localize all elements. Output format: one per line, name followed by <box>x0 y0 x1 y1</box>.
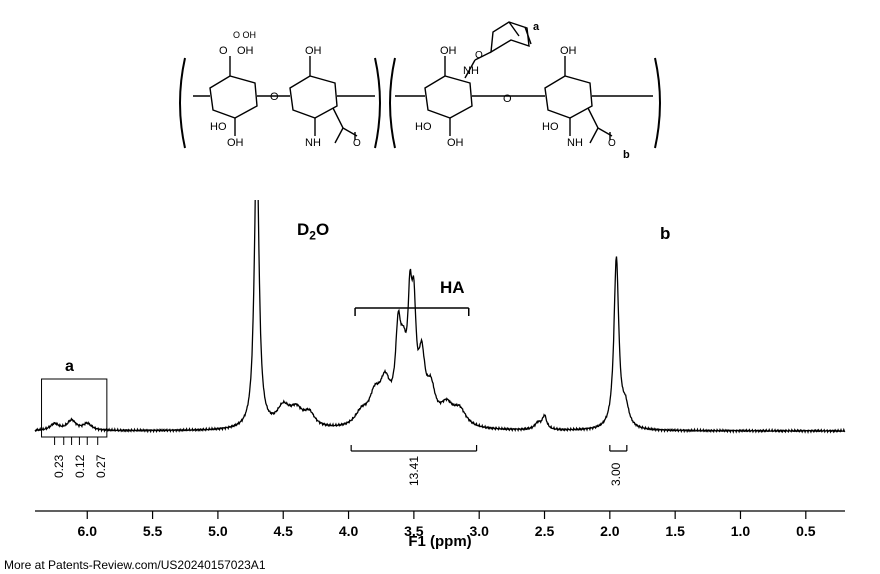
nmr-svg <box>30 200 850 530</box>
axis-tick-label: 5.5 <box>143 523 162 539</box>
axis-tick-label: 4.0 <box>339 523 358 539</box>
svg-text:OH: OH <box>560 45 577 57</box>
svg-text:O: O <box>270 91 279 103</box>
integral-value: 13.41 <box>407 456 421 486</box>
svg-text:OH: OH <box>447 137 464 149</box>
svg-text:OH: OH <box>227 137 244 149</box>
molecule-svg: O OH HO OH O OH NH O OH HO OH NH O OH HO… <box>175 18 675 163</box>
a-region-label: a <box>65 358 74 376</box>
axis-tick-label: 5.0 <box>208 523 227 539</box>
d2o-peak-label: D2O <box>297 220 329 242</box>
svg-text:a: a <box>533 21 540 33</box>
axis-tick-label: 1.5 <box>665 523 684 539</box>
axis-tick-label: 2.0 <box>600 523 619 539</box>
axis-tick-label: 2.5 <box>535 523 554 539</box>
integral-value: 0.27 <box>94 455 108 478</box>
svg-text:OH: OH <box>440 45 457 57</box>
svg-text:HO: HO <box>415 121 432 133</box>
svg-text:O: O <box>353 138 361 149</box>
x-axis-title: F1 (ppm) <box>408 533 471 550</box>
nmr-spectrum: D2O HA b a 0.23 0.12 0.27 13.41 3.00 <box>30 200 850 530</box>
svg-text:NH: NH <box>305 137 321 149</box>
svg-text:NH: NH <box>463 65 479 77</box>
svg-text:b: b <box>623 149 630 161</box>
figure-root: O OH HO OH O OH NH O OH HO OH NH O OH HO… <box>0 0 880 574</box>
axis-tick-label: 1.0 <box>731 523 750 539</box>
integral-value: 0.23 <box>52 455 66 478</box>
axis-tick-label: 6.0 <box>78 523 97 539</box>
svg-text:O: O <box>608 138 616 149</box>
svg-text:HO: HO <box>210 121 227 133</box>
integral-value: 3.00 <box>609 463 623 486</box>
svg-text:OH: OH <box>305 45 322 57</box>
svg-text:O: O <box>475 50 483 61</box>
svg-text:HO: HO <box>542 121 559 133</box>
ha-region-label: HA <box>440 278 465 298</box>
axis-tick-label: 3.0 <box>469 523 488 539</box>
integral-value: 0.12 <box>73 455 87 478</box>
svg-text:NH: NH <box>567 137 583 149</box>
x-axis: 6.05.55.04.54.03.53.02.52.01.51.00.5 F1 … <box>30 505 850 550</box>
svg-text:OH: OH <box>237 45 254 57</box>
molecular-structure: O OH HO OH O OH NH O OH HO OH NH O OH HO… <box>175 18 675 163</box>
svg-text:O: O <box>503 93 512 105</box>
svg-text:O OH: O OH <box>233 30 256 40</box>
b-peak-label: b <box>660 224 670 244</box>
footer: More at Patents-Review.com/US20240157023… <box>4 558 266 572</box>
axis-tick-label: 4.5 <box>273 523 292 539</box>
axis-tick-label: 0.5 <box>796 523 815 539</box>
svg-text:O: O <box>219 45 228 57</box>
